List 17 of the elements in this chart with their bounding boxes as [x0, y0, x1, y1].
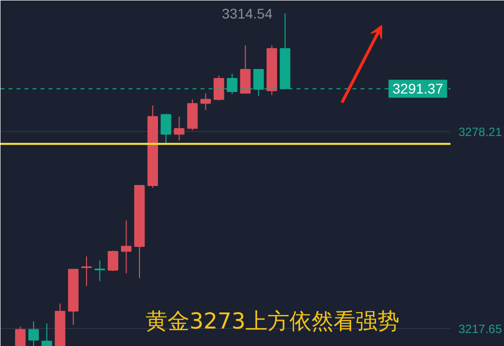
candlestick — [94, 260, 106, 282]
annotation: 3314.54 — [222, 6, 273, 22]
candlestick — [28, 320, 39, 346]
candlestick — [160, 113, 172, 146]
candlestick — [120, 220, 132, 274]
candlestick — [81, 256, 92, 287]
y-tick-label: 3217.65 — [458, 322, 502, 336]
candlestick — [214, 75, 224, 101]
candlestick — [200, 93, 211, 111]
candlestick — [240, 44, 251, 94]
annotation: 黄金3273上方依然看强势 — [146, 310, 400, 334]
candlestick — [15, 326, 26, 346]
ref-line-label: 3291.37 — [392, 80, 444, 97]
y-tick-label: 3278.21 — [458, 125, 502, 140]
candlestick — [108, 250, 118, 272]
candlestick — [42, 322, 52, 346]
candlestick — [174, 116, 184, 142]
